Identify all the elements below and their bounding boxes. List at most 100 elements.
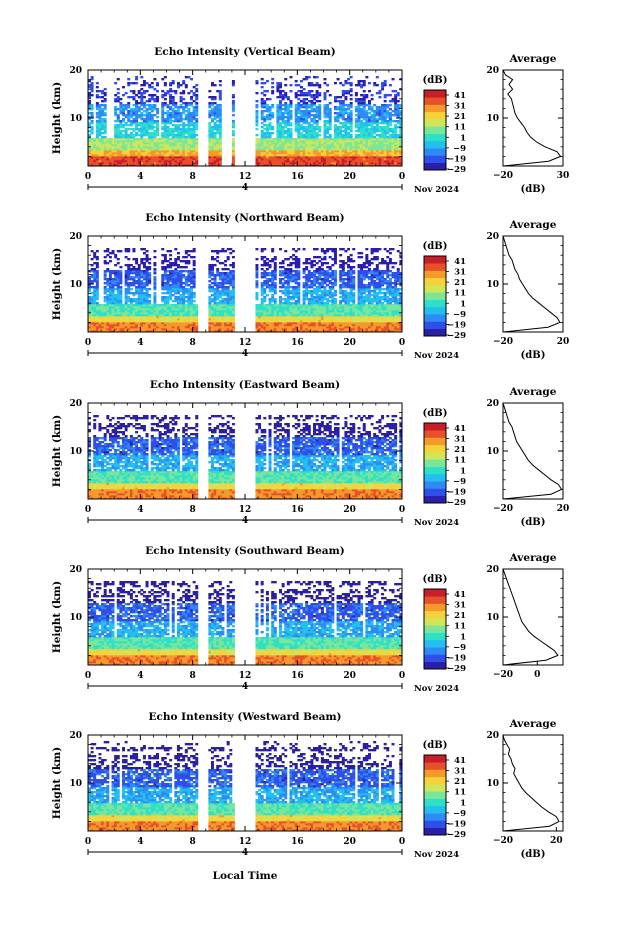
heatmap-cell — [122, 146, 125, 149]
heatmap-cell — [142, 130, 146, 133]
heatmap-cell — [365, 142, 369, 145]
heatmap-cell — [163, 276, 167, 279]
heatmap-cell — [108, 322, 112, 325]
heatmap-cell — [122, 94, 125, 97]
heatmap-cell — [145, 114, 149, 117]
heatmap-cell — [263, 276, 267, 279]
heatmap-cell — [307, 104, 311, 107]
chart-title: Echo Intensity (Northward Beam) — [145, 212, 344, 224]
heatmap-cell — [195, 84, 199, 87]
heatmap-cell — [171, 146, 175, 149]
heatmap-cell — [163, 300, 167, 303]
heatmap-cell — [383, 136, 387, 139]
heatmap-cell — [231, 262, 235, 265]
heatmap-cell — [116, 162, 120, 165]
heatmap-cell — [101, 126, 105, 129]
heatmap-cell — [187, 108, 191, 111]
heatmap-cell — [362, 142, 366, 145]
heatmap-cell — [216, 138, 220, 141]
heatmap-cell — [213, 154, 217, 157]
heatmap-cell — [114, 124, 118, 127]
heatmap-cell — [297, 110, 301, 113]
heatmap-cell — [302, 136, 306, 139]
heatmap-cell — [383, 94, 387, 97]
heatmap-cell — [226, 294, 230, 297]
heatmap-cell — [195, 140, 199, 143]
heatmap-cell — [302, 144, 306, 147]
heatmap-cell — [90, 322, 94, 325]
heatmap-cell — [265, 148, 269, 151]
heatmap-cell — [161, 266, 165, 269]
heatmap-cell — [336, 150, 340, 153]
heatmap-cell — [263, 264, 267, 267]
heatmap-cell — [153, 280, 157, 283]
heatmap-cell — [216, 326, 220, 329]
heatmap-cell — [137, 272, 141, 275]
heatmap-cell — [187, 254, 191, 257]
heatmap-cell — [108, 294, 112, 297]
heatmap-cell — [90, 132, 94, 135]
heatmap-cell — [357, 82, 361, 85]
heatmap-cell — [179, 302, 183, 305]
heatmap-cell — [124, 304, 128, 307]
heatmap-cell — [176, 256, 180, 259]
heatmap-cell — [281, 90, 285, 93]
heatmap-cell — [190, 154, 194, 157]
heatmap-cell — [129, 90, 133, 93]
heatmap-cell — [150, 108, 154, 111]
heatmap-cell — [394, 112, 398, 115]
heatmap-cell — [305, 148, 309, 151]
heatmap-cell — [289, 156, 293, 159]
heatmap-cell — [341, 108, 345, 111]
heatmap-cell — [370, 158, 374, 161]
heatmap-cell — [386, 142, 390, 145]
heatmap-cell — [116, 100, 120, 103]
heatmap-cell — [90, 286, 94, 289]
heatmap-cell — [95, 274, 99, 277]
heatmap-cell — [150, 322, 154, 325]
heatmap-cell — [169, 270, 173, 273]
heatmap-cell — [111, 148, 115, 151]
heatmap-cell — [224, 288, 228, 291]
heatmap-cell — [166, 126, 170, 129]
heatmap-cell — [258, 152, 262, 155]
heatmap-cell — [145, 310, 149, 313]
heatmap-cell — [98, 146, 102, 149]
heatmap-cell — [176, 322, 180, 325]
heatmap-cell — [103, 282, 107, 285]
heatmap-cell — [95, 270, 99, 273]
heatmap-cell — [142, 326, 146, 329]
heatmap-cell — [263, 154, 267, 157]
heatmap-cell — [265, 142, 269, 145]
heatmap-cell — [279, 132, 282, 135]
heatmap-cell — [336, 106, 340, 109]
heatmap-cell — [192, 128, 196, 131]
heatmap-cell — [333, 142, 337, 145]
profile-title: Average — [509, 53, 557, 65]
heatmap-cell — [289, 148, 293, 151]
heatmap-cell — [263, 158, 267, 161]
heatmap-cell — [195, 124, 199, 127]
heatmap-cell — [169, 134, 173, 137]
heatmap-cell — [326, 132, 330, 135]
heatmap-cell — [208, 304, 212, 307]
heatmap-cell — [210, 282, 214, 285]
heatmap-cell — [114, 272, 118, 275]
heatmap-cell — [260, 148, 264, 151]
heatmap-cell — [182, 322, 186, 325]
heatmap-cell — [396, 104, 400, 107]
heatmap-cell — [216, 158, 220, 161]
heatmap-cell — [381, 152, 385, 155]
heatmap-cell — [208, 126, 212, 129]
heatmap-cell — [184, 110, 188, 113]
heatmap-cell — [260, 86, 264, 89]
heatmap-cell — [375, 140, 379, 143]
heatmap-cell — [163, 288, 167, 291]
heatmap-cell — [265, 158, 269, 161]
heatmap-cell — [98, 148, 102, 151]
heatmap-cell — [386, 146, 390, 149]
heatmap-cell — [373, 150, 377, 153]
heatmap-cell — [347, 108, 351, 111]
heatmap-cell — [148, 116, 152, 119]
heatmap-cell — [169, 84, 173, 87]
